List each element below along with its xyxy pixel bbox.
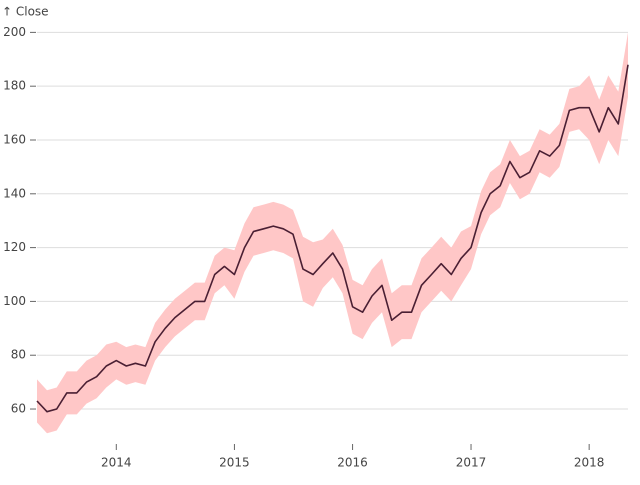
- y-tick-label: 140: [3, 186, 26, 200]
- y-tick-label: 160: [3, 132, 26, 146]
- close-line: [36, 64, 629, 413]
- y-tick-label: 200: [3, 25, 26, 39]
- x-tick-label: 2014: [101, 456, 132, 470]
- y-tick-label: 100: [3, 294, 26, 308]
- x-tick-label: 2018: [574, 456, 605, 470]
- y-tick-label: 120: [3, 240, 26, 254]
- x-tick-label: 2015: [219, 456, 250, 470]
- y-tick-label: 180: [3, 79, 26, 93]
- y-tick-label: 80: [11, 348, 26, 362]
- x-tick-label: 2016: [337, 456, 368, 470]
- y-axis-label: ↑ Close: [2, 5, 49, 19]
- band: [37, 32, 628, 434]
- y-tick-label: 60: [11, 402, 26, 416]
- x-tick-label: 2017: [456, 456, 487, 470]
